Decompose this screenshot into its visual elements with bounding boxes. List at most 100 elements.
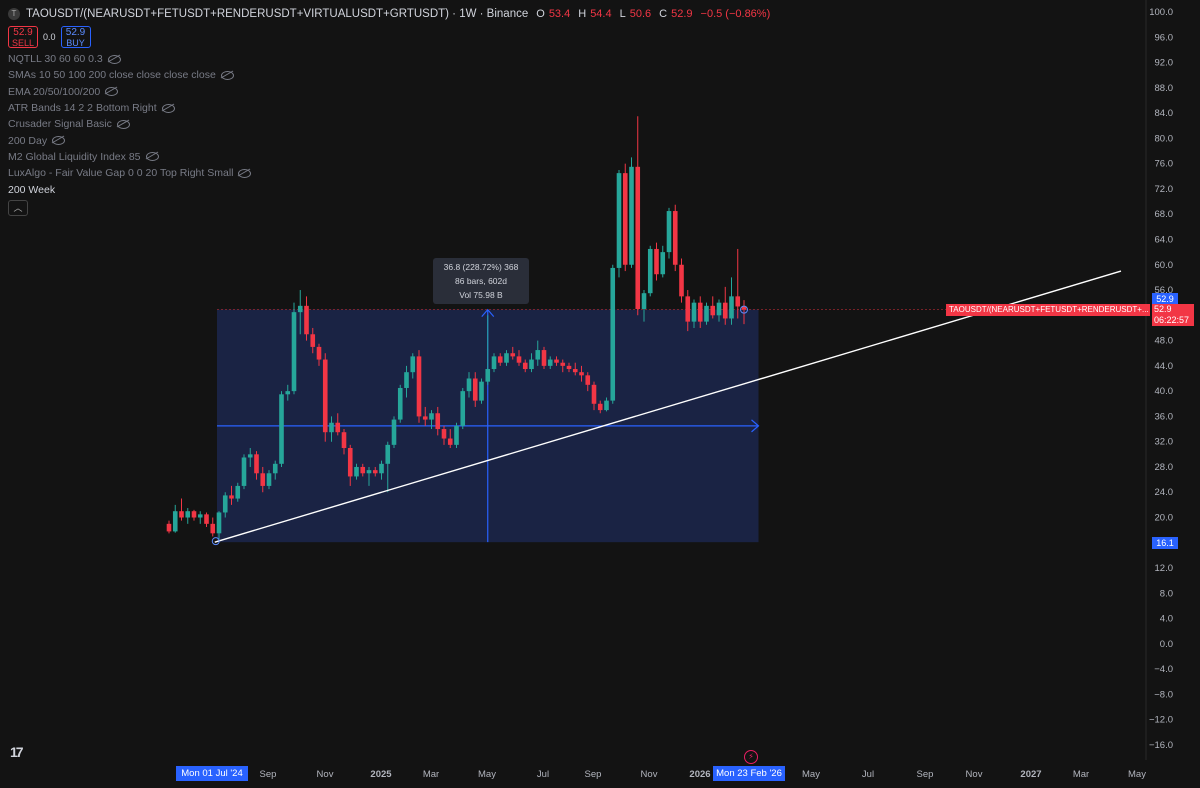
measure-tooltip: 36.8 (228.72%) 368 86 bars, 602d Vol 75.… — [433, 258, 529, 304]
time-axis[interactable]: Sep Nov 2025 Mar May Jul Sep Nov 2026 May Jul Sep No… — [260, 769, 1147, 780]
candle-body — [710, 305, 716, 316]
candle-body — [260, 473, 266, 486]
indicator-m2-liquidity[interactable]: M2 Global Liquidity Index 85 — [8, 149, 770, 165]
candle-body — [629, 166, 634, 265]
price-axis-label: 20.0 — [1155, 513, 1174, 524]
eye-off-icon[interactable] — [116, 119, 130, 129]
eye-off-icon[interactable] — [161, 103, 175, 113]
symbol-price-label: TAOUSDT/(NEARUSDT+FETUSDT+RENDERUSDT+... — [946, 304, 1150, 316]
time-axis-label: Jul — [537, 769, 549, 780]
candle-body — [679, 264, 684, 297]
price-axis-label: −12.0 — [1149, 715, 1173, 726]
sell-button[interactable]: 52.9 SELL — [8, 26, 38, 48]
indicator-200-day[interactable]: 200 Day — [8, 132, 770, 148]
candle-body — [191, 511, 197, 518]
candle-body — [322, 359, 328, 433]
price-axis-label: 92.0 — [1155, 58, 1174, 69]
candle-body — [454, 425, 459, 445]
candle-body — [316, 346, 322, 360]
measure-box[interactable] — [217, 308, 1145, 543]
candle-body — [372, 470, 378, 474]
eye-off-icon[interactable] — [107, 54, 121, 64]
time-axis-label: May — [802, 769, 820, 780]
trendline[interactable] — [211, 270, 1122, 546]
candle-body — [247, 454, 253, 458]
eye-off-icon[interactable] — [238, 168, 252, 178]
eye-off-icon[interactable] — [52, 136, 66, 146]
candle-body — [266, 473, 272, 486]
candle-body — [666, 211, 672, 253]
time-axis-label: Mar — [1073, 769, 1089, 780]
tradingview-logo[interactable]: 17 — [10, 744, 24, 760]
price-axis[interactable]: 100.0 96.0 92.0 88.0 84.0 80.0 76.0 72.0 68.0 64.… — [1145, 0, 1200, 788]
candle-body — [735, 296, 741, 307]
price-tag-top: 52.9 — [1152, 293, 1178, 305]
price-axis-label: 48.0 — [1155, 336, 1174, 347]
indicator-label: Crusader Signal Basic — [8, 118, 112, 131]
candle-body — [616, 173, 622, 268]
candle-body — [335, 422, 341, 433]
time-axis-label: Sep — [585, 769, 602, 780]
candle-body — [179, 511, 184, 518]
candle-body — [222, 495, 228, 513]
candle-body — [272, 463, 278, 474]
indicator-label: NQTLL 30 60 60 0.3 — [8, 53, 103, 66]
time-tag-start: Mon 01 Jul '24 — [176, 766, 248, 781]
price-axis-label: 28.0 — [1155, 462, 1174, 473]
candle-body — [216, 512, 222, 534]
price-axis-background — [1146, 0, 1200, 788]
buy-button[interactable]: 52.9 BUY — [60, 26, 91, 48]
candle-body — [166, 523, 172, 532]
chevron-up-icon[interactable]: ︿ — [8, 199, 28, 216]
symbol-title-row[interactable]: T TAOUSDT/(NEARUSDT+FETUSDT+RENDERUSDT+V… — [8, 6, 770, 22]
last-price: 52.9 — [1154, 304, 1172, 314]
sell-label: SELL — [11, 38, 35, 48]
price-axis-label: 96.0 — [1155, 32, 1174, 43]
candle-body — [435, 413, 441, 430]
price-axis-label: 60.0 — [1155, 260, 1174, 271]
indicator-label: 200 Week — [8, 183, 56, 196]
price-axis-label: 56.0 — [1155, 285, 1174, 296]
price-axis-label: 72.0 — [1155, 184, 1174, 195]
indicator-nqtll[interactable]: NQTLL 30 60 60 0.3 — [8, 51, 770, 67]
eye-off-icon[interactable] — [145, 152, 159, 162]
eye-off-icon[interactable] — [220, 70, 234, 80]
candle-body — [304, 305, 309, 335]
price-axis-label: 4.0 — [1160, 614, 1173, 625]
time-axis-label: Sep — [917, 769, 934, 780]
candle-body — [641, 293, 647, 309]
candle-body — [422, 416, 428, 420]
candle-body — [522, 362, 528, 370]
indicator-crusader[interactable]: Crusader Signal Basic — [8, 116, 770, 132]
last-price-tag: 52.9 06:22:57 — [1152, 304, 1194, 326]
indicator-luxalgo-fvg[interactable]: LuxAlgo - Fair Value Gap 0 0 20 Top Righ… — [8, 165, 770, 181]
candle-body — [466, 378, 472, 392]
candle-body — [210, 523, 216, 534]
ohlc-high: 54.4 — [590, 8, 612, 20]
candle-body — [604, 400, 609, 411]
time-tag-end: Mon 23 Feb '26 — [713, 766, 785, 781]
price-axis-label: 68.0 — [1155, 209, 1174, 220]
candle-body — [566, 365, 572, 370]
candle-body — [722, 302, 728, 319]
price-axis-label: 64.0 — [1155, 234, 1174, 245]
symbol-title[interactable]: TAOUSDT/(NEARUSDT+FETUSDT+RENDERUSDT+VIR… — [26, 8, 529, 20]
indicator-ema[interactable]: EMA 20/50/100/200 — [8, 84, 770, 100]
trendline-line — [214, 270, 1122, 543]
candle-body — [535, 350, 541, 360]
spread-value: 0.0 — [43, 32, 56, 42]
lightning-icon[interactable]: ⚡ — [744, 750, 758, 764]
ohlc-close: 52.9 — [671, 8, 693, 20]
eye-off-icon[interactable] — [105, 87, 119, 97]
indicator-atr-bands[interactable]: ATR Bands 14 2 2 Bottom Right — [8, 100, 770, 116]
candle-body — [591, 384, 597, 404]
indicator-smas[interactable]: SMAs 10 50 100 200 close close close clo… — [8, 67, 770, 83]
price-axis-label: 32.0 — [1155, 437, 1174, 448]
time-axis-label: Nov — [641, 769, 658, 780]
indicator-200-week[interactable]: 200 Week — [8, 181, 770, 197]
candle-body — [510, 353, 516, 357]
candle-body — [241, 457, 247, 486]
candle-body — [647, 248, 653, 294]
candle-body — [204, 514, 209, 524]
